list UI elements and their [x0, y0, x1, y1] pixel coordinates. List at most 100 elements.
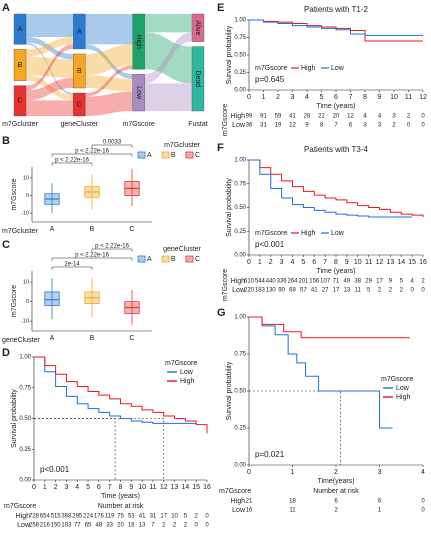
risk-value: 0: [421, 508, 425, 514]
risk-value: 150: [51, 523, 62, 529]
legend-swatch: [185, 255, 194, 263]
risk-value: 57: [300, 288, 307, 294]
node: [13, 49, 27, 81]
risk-value: 68: [289, 288, 296, 294]
node: [73, 53, 86, 89]
risk-value: 1: [378, 508, 382, 514]
x-tick-label: 1: [43, 484, 47, 491]
node-label: A: [18, 26, 23, 33]
x-tick-label: 3: [291, 94, 295, 101]
risk-value: 10: [171, 514, 178, 520]
y-tick-label: 0.75: [19, 385, 31, 391]
legend-title: m7Gscore: [381, 376, 413, 383]
risk-value: 220: [244, 288, 255, 294]
risk-value: 31: [260, 123, 267, 129]
risk-value: 2: [173, 523, 177, 529]
y-tick-label: 1.00: [234, 18, 246, 24]
risk-value: 11: [289, 508, 296, 514]
node-label: C: [77, 101, 82, 108]
risk-value: 295: [72, 514, 83, 520]
x-tick-label: 6: [334, 94, 338, 101]
risk-value: 28: [304, 114, 311, 120]
risk-value: 11: [355, 288, 362, 294]
risk-value: 9: [305, 123, 309, 129]
legend-label: Low: [331, 65, 345, 72]
node: [13, 13, 27, 45]
y-axis-label: Survival probability: [226, 178, 233, 237]
risk-value: 41: [311, 288, 318, 294]
legend-label: C: [195, 152, 200, 159]
x-tick-label: 2: [269, 259, 273, 266]
y-tick-label: 1.00: [234, 158, 246, 164]
x-tick-label: 6: [97, 484, 101, 491]
survival-curve: [249, 316, 393, 429]
risk-row-label: High: [231, 498, 246, 505]
y-axis-label: Survival probability: [11, 389, 18, 448]
risk-value: 17: [160, 514, 167, 520]
risk-value: 544: [255, 279, 266, 285]
legend-label: High: [396, 394, 411, 401]
x-axis-label: Time(years): [317, 478, 354, 485]
risk-value: 7: [151, 523, 155, 529]
legend-swatch: [161, 151, 170, 159]
survival-curve: [249, 19, 423, 42]
median-line: [249, 390, 341, 465]
risk-value: 119: [105, 514, 115, 520]
x-tick-label: 3: [64, 484, 68, 491]
risk-table-label: m7Gscore: [4, 503, 36, 510]
column-label: geneCluster: [60, 121, 98, 128]
flow: [26, 77, 74, 101]
risk-row-label: High: [231, 113, 246, 120]
risk-value: 103: [61, 523, 72, 529]
x-tick-label: 2: [54, 484, 58, 491]
y-tick-label: 0.00: [234, 88, 246, 94]
x-tick-label: 16: [419, 259, 427, 266]
p-value: p<0.001: [40, 465, 70, 474]
risk-value: 27: [322, 288, 329, 294]
chart-title: Patients with T3-4: [304, 145, 368, 154]
x-tick-label: 10: [390, 94, 398, 101]
risk-value: 53: [128, 514, 135, 520]
risk-value: 4: [363, 114, 367, 120]
node: [132, 73, 145, 112]
risk-value: 728: [29, 514, 40, 520]
x-tick-label: 8: [334, 259, 338, 266]
x-axis-label: Time (years): [316, 268, 355, 275]
risk-value: 6: [334, 499, 338, 505]
risk-value: 20: [333, 114, 340, 120]
risk-value: 31: [150, 514, 157, 520]
node-label: Alive: [194, 20, 201, 35]
risk-value: 2: [334, 508, 338, 514]
risk-value: 258: [29, 523, 40, 529]
x-tick-label: 3: [378, 469, 382, 476]
box: [44, 291, 60, 306]
survival-curve: [249, 159, 424, 217]
bracket-label: p < 2.22e-16: [75, 149, 110, 155]
x-tick-label: 14: [181, 484, 189, 491]
legend-swatch: [137, 255, 146, 263]
node: [191, 46, 205, 112]
risk-value: 16: [128, 523, 135, 529]
x-tick-label: 4: [75, 484, 79, 491]
legend-label: Low: [396, 385, 410, 392]
risk-value: 20: [117, 523, 124, 529]
risk-value: 17: [376, 279, 383, 285]
legend-title: m7Gscore: [165, 360, 197, 367]
risk-value: 75: [117, 514, 124, 520]
risk-row-label: Low: [232, 507, 246, 514]
bracket: [91, 144, 133, 148]
y-tick-label: 0.25: [234, 70, 246, 76]
risk-value: 3: [392, 114, 396, 120]
risk-value: 176: [94, 514, 105, 520]
risk-value: 2: [407, 114, 411, 120]
flow: [26, 44, 74, 91]
risk-value: 0: [421, 123, 425, 129]
legend-label: A: [147, 256, 152, 263]
risk-value: 36: [246, 123, 253, 129]
x-tick-label: 2: [276, 94, 280, 101]
risk-row-label: Low: [232, 287, 246, 294]
risk-value: 2: [400, 288, 404, 294]
risk-value: 19: [275, 123, 282, 129]
y-tick-label: -10: [21, 319, 29, 325]
survival-curve: [249, 19, 423, 36]
